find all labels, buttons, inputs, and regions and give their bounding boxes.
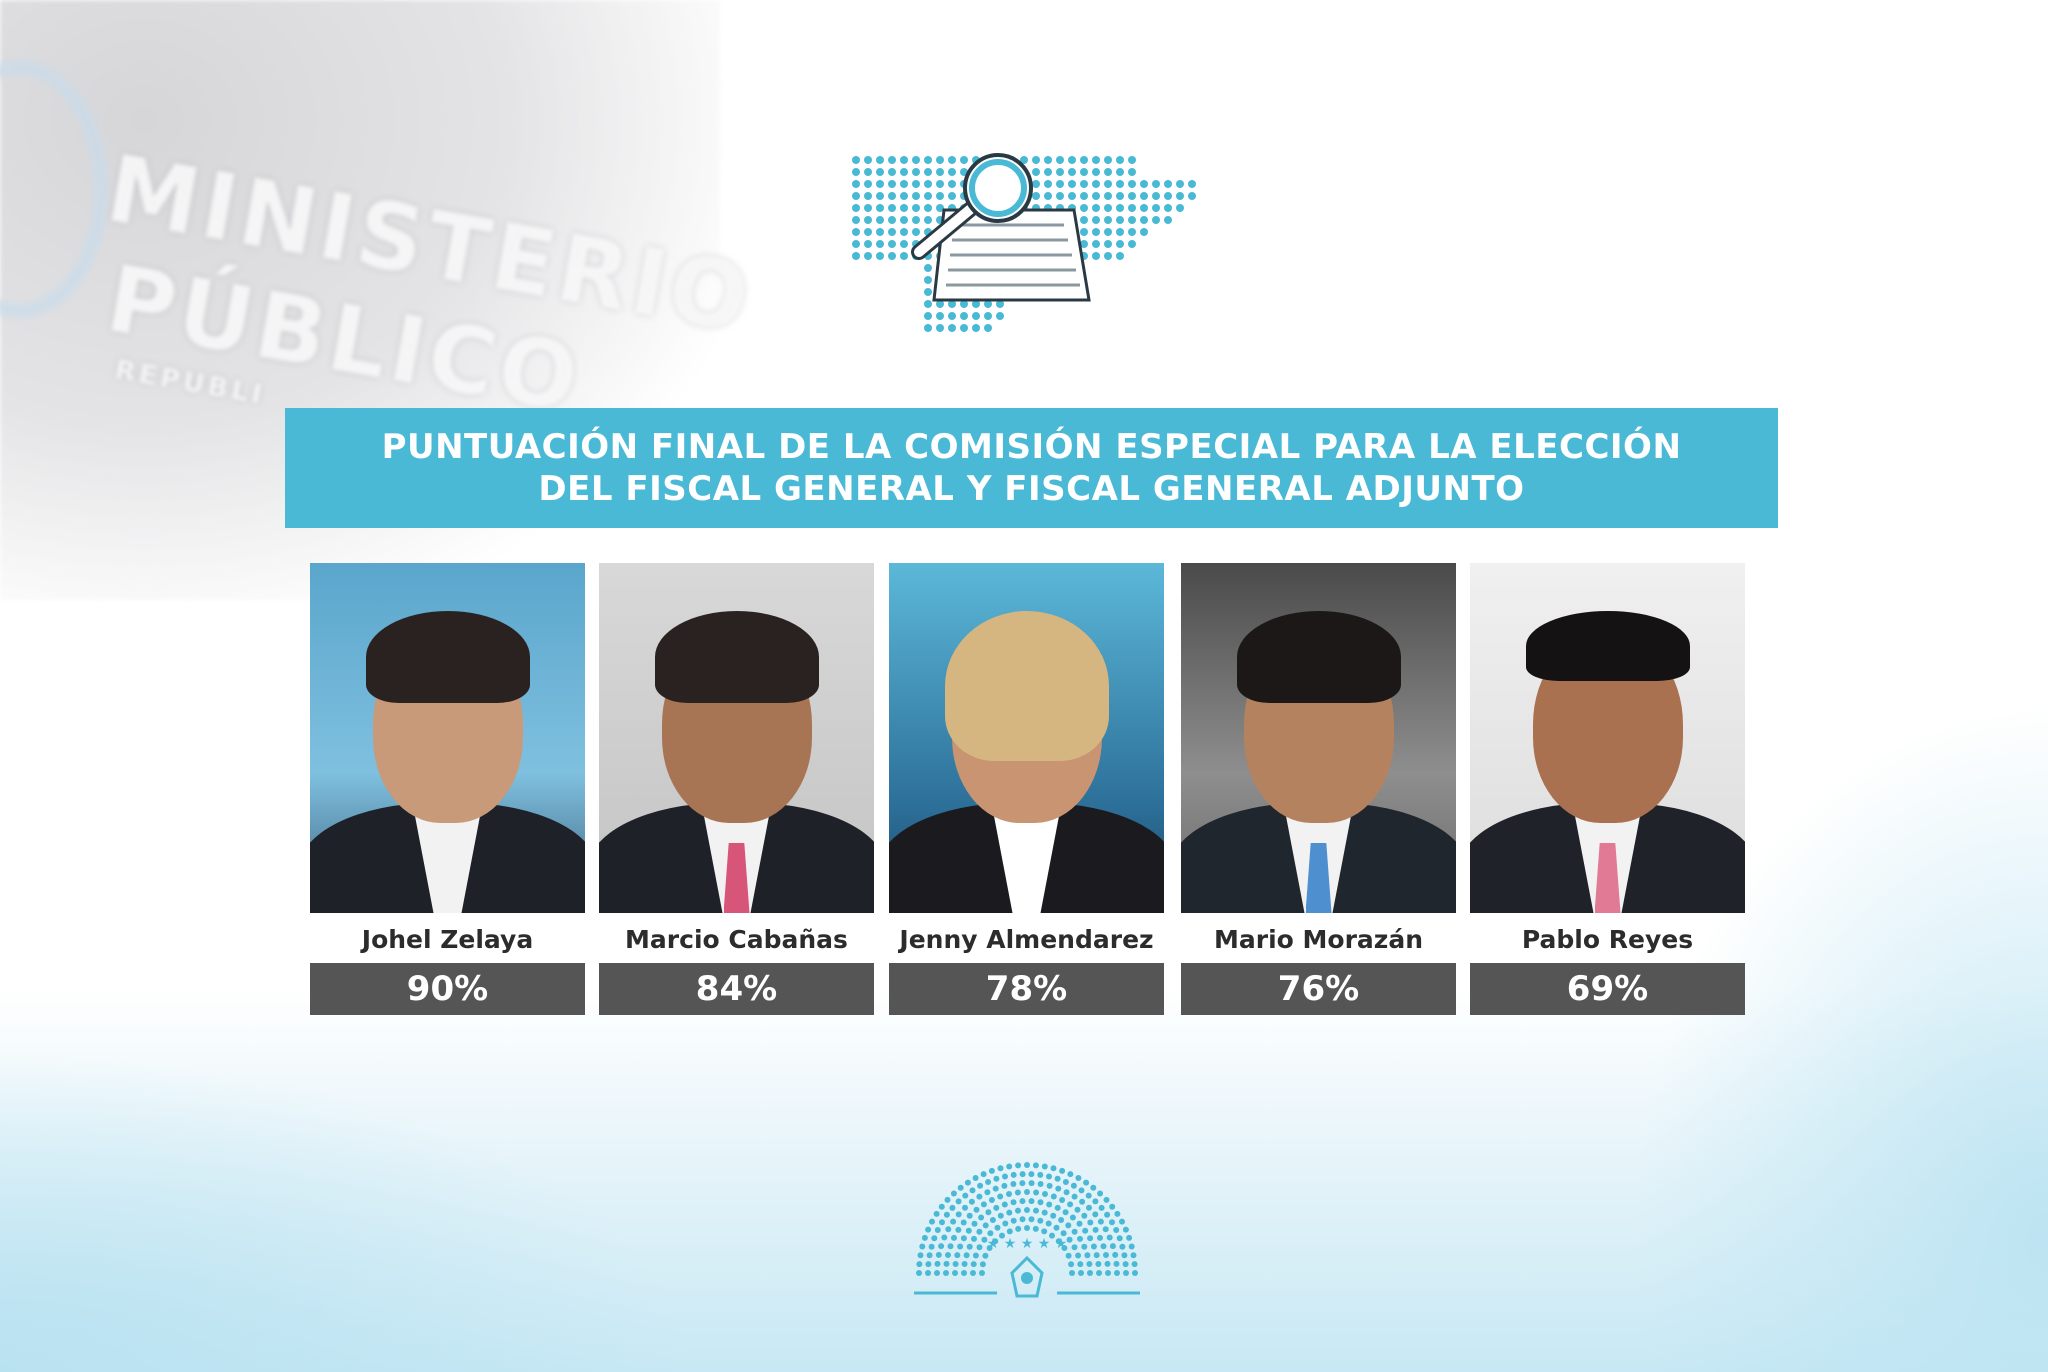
candidate-photo [599, 563, 874, 913]
candidate-score: 84% [599, 963, 874, 1015]
candidate-score: 76% [1181, 963, 1456, 1015]
map-document-magnifier-icon [852, 153, 1196, 332]
svg-text:★ ★ ★ ★ ★: ★ ★ ★ ★ ★ [987, 1236, 1068, 1252]
congress-hemicycle-logo-icon: ★ ★ ★ ★ ★ [914, 1162, 1140, 1298]
candidate-score: 78% [889, 963, 1164, 1015]
candidate-card: Mario Morazán 76% [1181, 563, 1456, 1015]
banner-title-line2: DEL FISCAL GENERAL Y FISCAL GENERAL ADJU… [538, 469, 1525, 509]
candidate-card: Marcio Cabañas 84% [599, 563, 874, 1015]
candidate-score: 90% [310, 963, 585, 1015]
candidate-photo [1470, 563, 1745, 913]
candidate-photo [310, 563, 585, 913]
candidate-score: 69% [1470, 963, 1745, 1015]
candidate-photo [1181, 563, 1456, 913]
candidate-card: Pablo Reyes 69% [1470, 563, 1745, 1015]
candidate-photo [889, 563, 1164, 913]
candidate-name: Marcio Cabañas [625, 925, 848, 954]
title-banner: PUNTUACIÓN FINAL DE LA COMISIÓN ESPECIAL… [285, 408, 1778, 528]
candidate-name: Jenny Almendarez [899, 925, 1154, 954]
candidate-card: Johel Zelaya 90% [310, 563, 585, 1015]
candidate-name: Johel Zelaya [361, 925, 534, 954]
candidate-card: Jenny Almendarez 78% [889, 563, 1164, 1015]
candidate-name: Pablo Reyes [1521, 925, 1694, 954]
banner-title-line1: PUNTUACIÓN FINAL DE LA COMISIÓN ESPECIAL… [381, 427, 1682, 467]
bottom-left-gradient [0, 1050, 700, 1372]
ministerio-seal-icon [0, 60, 108, 318]
candidate-name: Mario Morazán [1214, 925, 1423, 954]
